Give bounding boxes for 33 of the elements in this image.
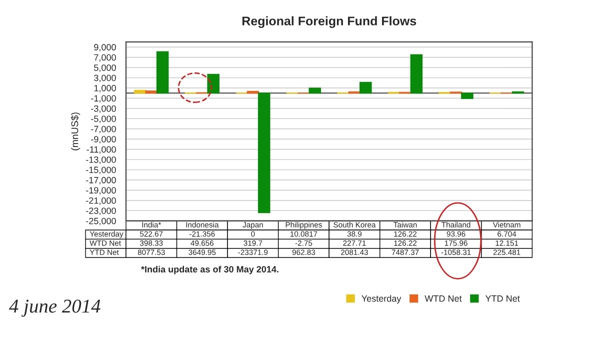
y-tick-label: -21,000	[86, 197, 116, 205]
bar	[360, 82, 372, 94]
y-tick-label: 1,000	[94, 84, 116, 92]
bar	[308, 88, 322, 94]
y-tick-label: -25,000	[86, 218, 116, 226]
y-tick-label: -15,000	[86, 166, 116, 174]
y-tick-label: -5,000	[91, 116, 116, 124]
bar	[461, 92, 474, 100]
bar	[258, 92, 270, 214]
y-tick-label: -13,000	[86, 156, 116, 164]
y-tick-label: -23,000	[86, 208, 116, 216]
bar	[207, 74, 220, 94]
y-tick-label: 5,000	[94, 64, 116, 72]
y-tick-label: 9,000	[94, 44, 116, 52]
y-tick-label: -3,000	[91, 105, 116, 113]
y-tick-label: -11,000	[86, 146, 116, 154]
y-axis-title: (mnUS$)	[70, 112, 80, 150]
legend-label: WTD Net	[424, 295, 462, 302]
legend-label: YTD Net	[485, 295, 520, 302]
y-tick-label: 7,000	[94, 54, 116, 62]
legend-label: Yesterday	[362, 295, 402, 304]
bar	[156, 51, 169, 94]
y-tick-label: 3,000	[94, 74, 116, 82]
y-tick-label: -9,000	[91, 136, 116, 144]
y-tick-label: -19,000	[86, 187, 116, 195]
y-tick-label: -7,000	[91, 126, 116, 134]
y-tick-label: -17,000	[86, 176, 116, 184]
text: *India update as of 30 May 2014.	[141, 266, 278, 274]
chart-title: Regional Foreign Fund Flows	[242, 16, 416, 28]
y-tick-label: -1,000	[91, 95, 116, 103]
bar	[145, 90, 158, 94]
text: 4 june 2014	[9, 300, 100, 317]
bar	[410, 54, 423, 94]
